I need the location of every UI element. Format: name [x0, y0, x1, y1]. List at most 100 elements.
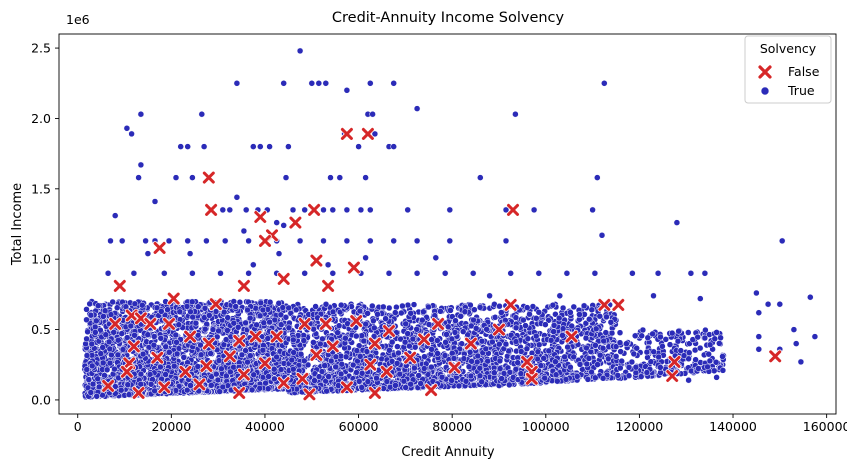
- true-point-dense: [321, 362, 328, 369]
- true-point-dense: [559, 332, 566, 339]
- true-point-dense: [478, 337, 486, 345]
- true-point-dense: [115, 336, 122, 344]
- true-point-dense: [215, 357, 223, 364]
- true-point-dense: [260, 319, 268, 327]
- true-point-dense: [257, 299, 265, 307]
- true-point-dense: [371, 324, 378, 332]
- true-point-dense: [170, 362, 178, 370]
- true-point-dense: [470, 316, 477, 324]
- true-point-dense: [428, 346, 435, 353]
- true-point-dense: [187, 382, 194, 389]
- true-point-dense: [420, 308, 427, 316]
- true-point-dense: [526, 310, 533, 318]
- true-point-dense: [570, 353, 577, 361]
- true-point-dense: [99, 359, 107, 367]
- true-point-dense: [562, 376, 570, 383]
- true-point-dense: [173, 339, 180, 346]
- true-point-dense: [402, 320, 409, 328]
- true-point-dense: [119, 346, 127, 353]
- true-point-dense: [335, 322, 343, 329]
- true-point-dense: [83, 316, 90, 324]
- true-point-dense: [230, 363, 237, 371]
- true-point-dense: [85, 376, 93, 383]
- true-point-dense: [106, 359, 114, 367]
- true-point-dense: [172, 331, 180, 339]
- true-point-dense: [599, 344, 607, 352]
- true-point-dense: [410, 301, 418, 308]
- true-point-dense: [271, 375, 278, 383]
- true-point-dense: [380, 303, 387, 311]
- true-point-dense: [292, 306, 300, 314]
- true-point-dense: [222, 336, 230, 343]
- true-point-dense: [99, 344, 106, 351]
- true-point-dense: [476, 304, 484, 311]
- true-point-dense: [88, 340, 96, 348]
- true-point-dense: [547, 337, 555, 344]
- true-point-dense: [111, 365, 118, 373]
- true-point-dense: [83, 306, 90, 313]
- true-point-dense: [455, 382, 463, 390]
- true-point-dense: [394, 343, 401, 350]
- true-point-dense: [100, 313, 107, 320]
- true-point-dense: [337, 301, 345, 309]
- true-point-dense: [541, 374, 548, 382]
- true-point-dense: [144, 331, 152, 338]
- true-point-dense: [470, 381, 478, 389]
- true-point-dense: [596, 312, 604, 320]
- true-point-dense: [139, 301, 146, 309]
- true-point-dense: [573, 373, 581, 380]
- true-point-dense: [502, 340, 510, 348]
- true-point-dense: [215, 327, 222, 335]
- true-point-dense: [247, 352, 254, 359]
- true-point-dense: [124, 381, 132, 388]
- true-point-dense: [607, 319, 615, 326]
- true-point-dense: [498, 309, 505, 316]
- true-point-dense: [107, 311, 115, 318]
- true-point-dense: [374, 311, 381, 318]
- true-point-dense: [176, 308, 184, 316]
- true-point-dense: [315, 373, 323, 380]
- true-point-dense: [353, 369, 360, 376]
- true-point-dense: [512, 324, 520, 332]
- true-point-dense: [230, 319, 238, 327]
- true-point-dense: [105, 338, 113, 346]
- true-point-dense: [460, 355, 468, 362]
- true-point-dense: [270, 365, 278, 373]
- true-point-dense: [277, 366, 285, 373]
- true-point-dense: [194, 363, 202, 370]
- true-point-dense: [496, 302, 503, 310]
- true-point-dense: [596, 351, 604, 359]
- true-point-dense: [473, 358, 481, 366]
- true-point-dense: [338, 360, 346, 368]
- true-point-dense: [201, 325, 209, 333]
- true-point-dense: [592, 325, 600, 333]
- true-point-dense: [273, 353, 280, 361]
- true-point-dense: [496, 365, 504, 372]
- true-point-dense: [137, 370, 145, 378]
- true-point-dense: [131, 300, 139, 308]
- true-point-dense: [496, 340, 503, 348]
- true-point-dense: [219, 383, 227, 391]
- true-point-dense: [561, 353, 568, 361]
- chart-title: Credit-Annuity Income Solvency: [332, 10, 565, 26]
- true-point-dense: [87, 389, 95, 396]
- true-point-dense: [402, 384, 409, 391]
- true-point-dense: [189, 313, 196, 321]
- true-point-dense: [462, 378, 470, 385]
- true-point-dense: [93, 317, 100, 325]
- true-point-dense: [353, 347, 361, 354]
- true-point-dense: [467, 372, 475, 380]
- true-point-dense: [582, 334, 590, 342]
- true-point-dense: [401, 338, 409, 346]
- true-point-dense: [323, 387, 330, 395]
- true-point-dense: [576, 361, 584, 368]
- true-point-dense: [506, 369, 514, 376]
- true-point-dense: [483, 326, 490, 333]
- true-point-dense: [520, 316, 527, 324]
- true-point-dense: [434, 337, 441, 344]
- true-point-dense: [150, 333, 158, 340]
- true-point-dense: [400, 377, 408, 385]
- true-point-dense: [329, 308, 337, 316]
